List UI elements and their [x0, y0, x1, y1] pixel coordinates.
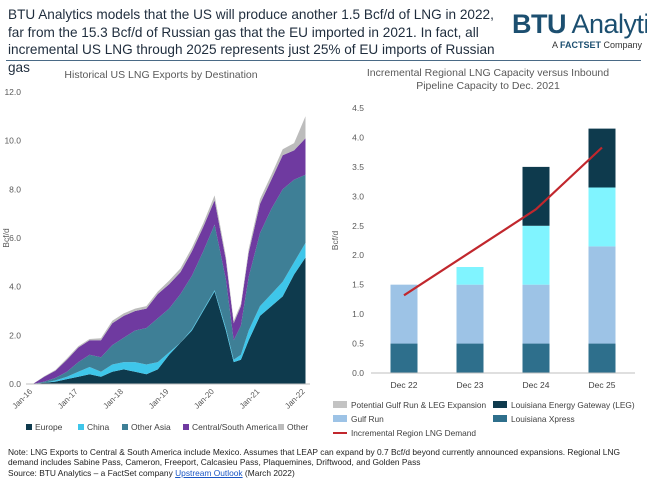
legend-label-other: Other [287, 422, 308, 432]
chart2-title-line: Incremental Regional LNG Capacity versus… [367, 67, 609, 79]
chart1-xtick-label: Jan-18 [101, 387, 125, 411]
chart1-xtick-label: Jan-21 [238, 387, 262, 411]
area-europe [32, 257, 306, 384]
chart1-xtick-label: Jan-19 [147, 387, 171, 411]
logo-sub-suffix: Company [600, 40, 642, 50]
chart1-ytick-label: 0.0 [9, 379, 21, 389]
logo-wordmark: BTU Analytics [512, 9, 647, 39]
historical-lng-exports-chart: Historical US LNG Exports by Destination… [1, 69, 310, 432]
bar-gulf-run-dec-22 [390, 284, 418, 344]
chart2-ytick-label: 0.0 [352, 368, 364, 378]
bar-louisiana-xpress-dec-23 [456, 343, 484, 373]
legend-label-louisiana-energy-gateway-leg: Louisiana Energy Gateway (LEG) [511, 400, 635, 410]
chart2-category-label: Dec 24 [523, 380, 550, 390]
legend-label-china: China [87, 422, 109, 432]
logo-tagline: A FACTSET Company [512, 40, 642, 50]
incremental-capacity-chart: Incremental Regional LNG Capacity versus… [330, 67, 635, 438]
chart1-ytick-label: 4.0 [9, 282, 21, 292]
chart2-ytick-label: 3.0 [352, 191, 364, 201]
bar-gulf-run-dec-25 [588, 246, 616, 344]
chart2-ytick-label: 2.5 [352, 221, 364, 231]
chart2-category-label: Dec 23 [457, 380, 484, 390]
legend-swatch-china [78, 424, 84, 430]
chart1-xtick-label: Jan-20 [192, 387, 216, 411]
legend-swatch-other-asia [122, 424, 128, 430]
legend-swatch-potential-gulf-run-leg-expansion [333, 401, 347, 408]
note-text: Note: LNG Exports to Central & South Ame… [8, 447, 621, 468]
legend-swatch-central-south-america [183, 424, 189, 430]
bar-potential-gulf-run-leg-expansion-dec-25 [588, 187, 616, 247]
chart2-ytick-label: 3.5 [352, 162, 364, 172]
chart1-xtick-label: Jan-17 [56, 387, 80, 411]
header-divider [6, 60, 641, 61]
chart1-xtick-label: Jan-22 [283, 387, 307, 411]
bar-louisiana-energy-gateway-leg-dec-24 [522, 166, 550, 226]
bar-potential-gulf-run-leg-expansion-dec-23 [456, 267, 484, 285]
source-suffix: (March 2022) [242, 467, 295, 478]
bar-louisiana-energy-gateway-leg-dec-25 [588, 128, 616, 188]
legend-swatch-europe [26, 424, 32, 430]
bar-gulf-run-dec-24 [522, 284, 550, 344]
chart1-ylabel: Bcf/d [1, 228, 11, 248]
bar-gulf-run-dec-23 [456, 284, 484, 344]
legend-swatch-gulf-run [333, 415, 347, 422]
logo-analytics: Analytics [571, 9, 647, 39]
footnotes: Note: LNG Exports to Central & South Ame… [8, 447, 643, 478]
upstream-outlook-link[interactable]: Upstream Outlook [175, 467, 243, 478]
chart1-xtick-label: Jan-16 [11, 387, 35, 411]
bar-louisiana-xpress-dec-25 [588, 343, 616, 373]
legend-label-other-asia: Other Asia [131, 422, 171, 432]
chart2-ytick-label: 4.0 [352, 132, 364, 142]
logo-btu: BTU [512, 9, 567, 39]
legend-swatch-louisiana-energy-gateway-leg [493, 401, 507, 408]
logo-sub-prefix: A [551, 40, 560, 50]
logo-factset: FACTSET [559, 40, 601, 50]
source-line: Source: BTU Analytics – a FactSet compan… [8, 468, 643, 478]
chart2-category-label: Dec 25 [589, 380, 616, 390]
legend-label-incremental-region-lng-demand: Incremental Region LNG Demand [351, 428, 476, 438]
chart2-title-line: Pipeline Capacity to Dec. 2021 [416, 80, 560, 92]
chart2-ytick-label: 0.5 [352, 339, 364, 349]
chart1-ytick-label: 10.0 [4, 136, 21, 146]
chart1-title: Historical US LNG Exports by Destination [64, 69, 257, 81]
legend-label-louisiana-xpress: Louisiana Xpress [511, 414, 575, 424]
legend-label-potential-gulf-run-leg-expansion: Potential Gulf Run & LEG Expansion [351, 400, 487, 410]
area-other-asia [32, 174, 306, 384]
line-incremental-region-lng-demand [403, 146, 603, 297]
bar-louisiana-xpress-dec-22 [390, 343, 418, 373]
bar-louisiana-xpress-dec-24 [522, 343, 550, 373]
legend-label-central-south-america: Central/South America [192, 422, 277, 432]
legend-label-gulf-run: Gulf Run [351, 414, 384, 424]
legend-label-europe: Europe [35, 422, 63, 432]
chart2-ytick-label: 4.5 [352, 103, 364, 113]
chart2-ytick-label: 1.0 [352, 309, 364, 319]
chart1-ytick-label: 2.0 [9, 330, 21, 340]
chart2-ytick-label: 1.5 [352, 280, 364, 290]
chart2-ylabel: Bcf/d [330, 231, 340, 251]
headline: BTU Analytics models that the US will pr… [8, 7, 495, 75]
chart1-ytick-label: 8.0 [9, 184, 21, 194]
btu-analytics-logo: BTU Analytics A FACTSET Company [512, 9, 647, 50]
source-prefix: Source: BTU Analytics – a FactSet compan… [8, 467, 176, 478]
bar-potential-gulf-run-leg-expansion-dec-24 [522, 225, 550, 285]
chart1-ytick-label: 12.0 [4, 87, 21, 97]
area-central-south-america [32, 138, 306, 384]
legend-swatch-other [278, 424, 284, 430]
legend-swatch-louisiana-xpress [493, 415, 507, 422]
chart2-category-label: Dec 22 [391, 380, 418, 390]
chart1-ytick-label: 6.0 [9, 233, 21, 243]
chart2-ytick-label: 2.0 [352, 250, 364, 260]
